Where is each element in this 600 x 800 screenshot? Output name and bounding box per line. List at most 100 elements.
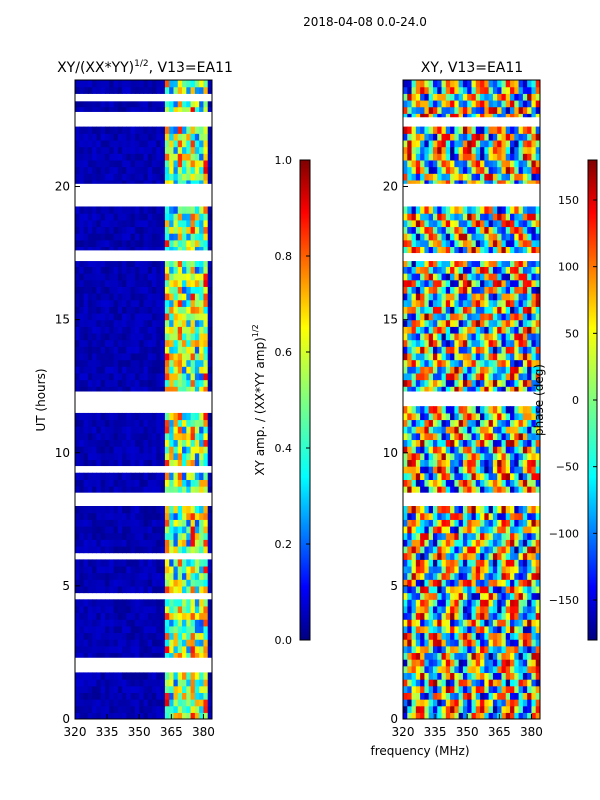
heatmap-cell [130,279,136,287]
heatmap-cell [207,585,212,594]
heatmap-cell [113,446,119,454]
heatmap-cell [92,293,98,301]
heatmap-cell [164,206,170,214]
heatmap-cell [535,426,540,434]
heatmap-cell [173,173,179,181]
heatmap-cell [514,326,520,334]
heatmap-cell [471,319,477,327]
heatmap-cell [104,512,110,520]
heatmap-cell [445,466,451,474]
heatmap-cell [83,339,89,347]
heatmap-cell [79,506,85,514]
heatmap-cell [156,652,162,660]
heatmap-cell [415,226,421,234]
heatmap-cell [109,153,115,161]
heatmap-cell [415,379,421,387]
heatmap-cell [113,652,119,660]
heatmap-cell [432,605,438,614]
heatmap-cell [203,432,209,441]
heatmap-cell [109,332,115,341]
heatmap-cell [514,312,520,321]
heatmap-cell [480,559,485,567]
heatmap-cell [160,539,166,547]
heatmap-cell [143,605,149,614]
heatmap-cell [428,639,434,647]
heatmap-cell [531,645,537,654]
heatmap-cell [411,179,417,188]
heatmap-cell [79,179,85,188]
heatmap-cell [104,366,110,374]
heatmap-cell [471,559,477,567]
heatmap-cell [130,219,136,228]
heatmap-cell [488,213,494,221]
heatmap-cell [87,206,93,214]
heatmap-cell [117,166,123,174]
heatmap-cell [415,299,421,307]
y-tick-label: 0 [62,712,70,726]
heatmap-cell [156,439,162,447]
heatmap-cell [156,219,162,228]
heatmap-cell [514,452,520,461]
heatmap-cell [467,612,473,620]
heatmap-cell [207,359,212,367]
heatmap-cell [484,273,490,281]
heatmap-cell [501,439,507,447]
heatmap-cell [160,219,166,228]
heatmap-cell [432,545,438,554]
heatmap-cell [535,266,540,274]
heatmap-cell [169,525,175,534]
heatmap-cell [109,705,115,713]
heatmap-cell [117,266,123,274]
heatmap-cell [510,712,515,719]
heatmap-cell [497,665,503,674]
heatmap-cell [169,579,175,587]
heatmap-cell [75,605,80,614]
heatmap-cell [75,86,80,94]
heatmap-cell [173,579,179,587]
heatmap-cell [113,685,119,693]
heatmap-cell [488,339,494,347]
heatmap-cell [104,692,110,700]
heatmap-cell [139,599,145,607]
heatmap-cell [194,352,200,361]
heatmap-cell [190,632,196,640]
heatmap-cell [147,692,153,700]
heatmap-cell [186,705,192,713]
heatmap-cell [173,226,179,234]
heatmap-cell [122,99,127,108]
heatmap-cell [420,659,426,667]
heatmap-cell [130,146,136,154]
heatmap-cell [484,233,490,241]
heatmap-cell [488,466,494,474]
heatmap-cell [450,386,455,394]
heatmap-cell [100,306,106,314]
heatmap-cell [428,632,434,640]
heatmap-cell [420,699,426,707]
heatmap-cell [411,559,417,567]
heatmap-cell [100,572,106,580]
heatmap-cell [454,579,460,587]
heatmap-cell [497,545,503,554]
heatmap-cell [411,699,417,707]
heatmap-cell [428,406,434,414]
heatmap-cell [109,299,115,307]
heatmap-cell [100,532,106,540]
heatmap-cell [126,146,132,154]
heatmap-cell [505,599,511,607]
heatmap-cell [424,699,430,707]
heatmap-cell [147,479,153,487]
heatmap-cell [177,572,183,580]
heatmap-cell [92,133,98,141]
heatmap-cell [109,639,115,647]
heatmap-cell [113,99,119,108]
heatmap-cell [454,539,460,547]
heatmap-cell [467,632,473,640]
heatmap-cell [87,299,93,307]
heatmap-cell [492,173,498,181]
heatmap-cell [441,159,447,168]
heatmap-cell [445,486,451,494]
heatmap-cell [177,352,183,361]
heatmap-cell [143,146,149,154]
heatmap-cell [177,233,183,241]
heatmap-cell [96,133,102,141]
